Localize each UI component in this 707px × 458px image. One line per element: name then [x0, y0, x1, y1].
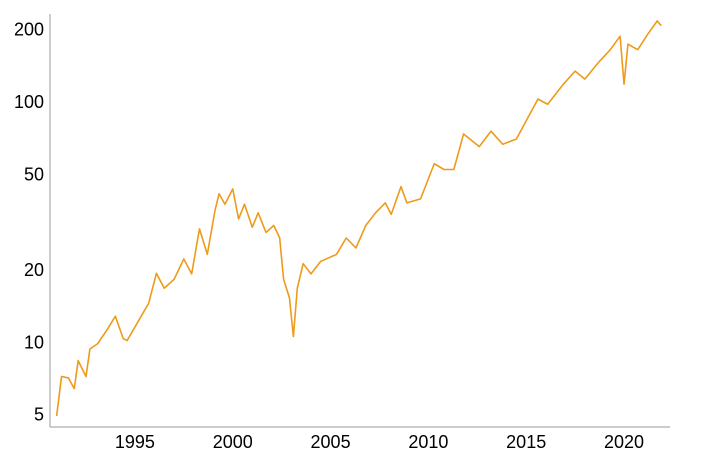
y-tick-label: 50	[24, 164, 44, 184]
y-tick-label: 10	[24, 332, 44, 352]
y-tick-label: 20	[24, 260, 44, 280]
x-tick-label: 2010	[408, 432, 448, 452]
x-tick-label: 2015	[506, 432, 546, 452]
y-tick-label: 100	[14, 92, 44, 112]
x-tick-label: 2005	[311, 432, 351, 452]
x-tick-label: 2020	[604, 432, 644, 452]
x-tick-label: 2000	[213, 432, 253, 452]
x-tick-label: 1995	[115, 432, 155, 452]
price-line	[55, 20, 662, 417]
y-tick-label: 5	[34, 405, 44, 425]
y-tick-label: 200	[14, 20, 44, 40]
